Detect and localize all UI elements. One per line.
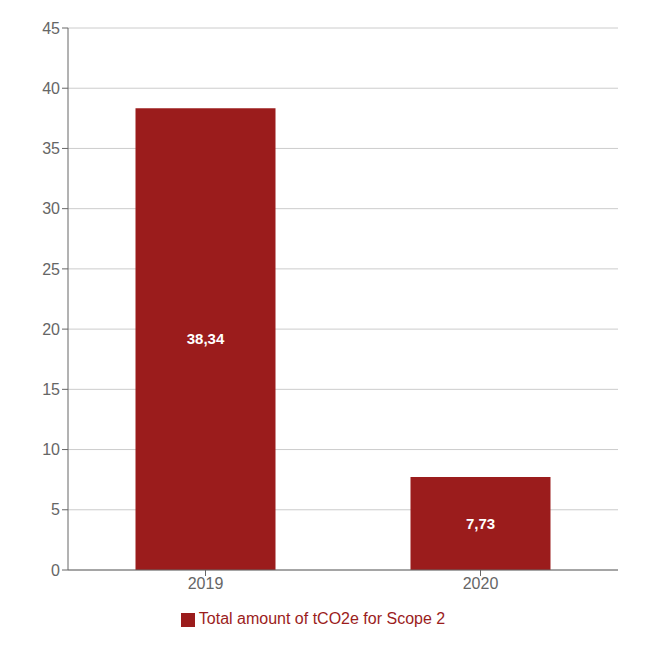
svg-text:45: 45 [42,20,60,37]
svg-text:7,73: 7,73 [466,515,495,532]
svg-text:25: 25 [42,261,60,278]
svg-text:2019: 2019 [188,575,224,592]
svg-text:10: 10 [42,441,60,458]
html-text:Total amount of tCO2e for Scop: Total amount of tCO2e for Scope 2 [198,610,446,627]
svg-text:15: 15 [42,381,60,398]
svg-text:5: 5 [51,501,60,518]
svg-text:38,34: 38,34 [187,330,225,347]
svg-text:30: 30 [42,200,60,217]
svg-text:2020: 2020 [463,575,499,592]
svg-text:35: 35 [42,140,60,157]
svg-text:20: 20 [42,321,60,338]
svg-text:40: 40 [42,80,60,97]
svg-text:0: 0 [51,562,60,579]
